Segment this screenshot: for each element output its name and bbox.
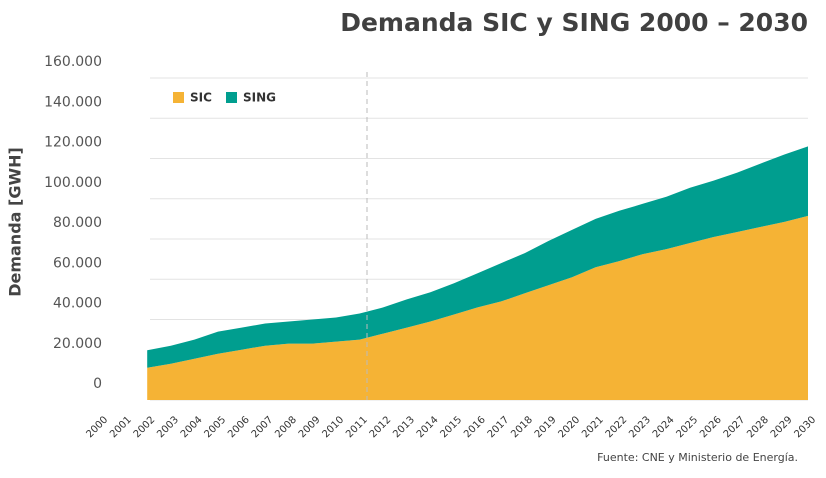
x-tick-label: 2028	[745, 414, 771, 440]
x-tick-label: 2005	[202, 414, 228, 440]
y-tick-label: 40.000	[53, 296, 102, 312]
area	[147, 215, 808, 400]
x-tick-label: 2008	[273, 414, 299, 440]
x-tick-label: 2017	[486, 414, 512, 440]
x-tick-label: 2026	[698, 414, 724, 440]
x-tick-label: 2015	[438, 414, 464, 440]
x-tick-label: 2018	[509, 414, 535, 440]
x-tick-label: 2013	[391, 414, 417, 440]
x-tick-label: 2019	[533, 414, 559, 440]
x-tick-label: 2011	[344, 414, 370, 440]
x-tick-label: 2012	[368, 414, 394, 440]
legend-label: SING	[243, 91, 276, 105]
y-tick-label: 20.000	[53, 336, 102, 352]
x-tick-label: 2002	[132, 414, 158, 440]
y-tick-label: 160.000	[44, 54, 102, 70]
x-tick-label: 2010	[320, 414, 346, 440]
y-tick-label: 60.000	[53, 255, 102, 271]
x-tick-label: 2004	[179, 414, 205, 440]
y-tick-label: 80.000	[53, 215, 102, 231]
x-tick-label: 2029	[769, 414, 795, 440]
y-tick-label: 120.000	[44, 135, 102, 151]
x-tick-label: 2006	[226, 414, 252, 440]
y-tick-label: 0	[93, 376, 102, 392]
area	[147, 146, 808, 368]
x-tick-label: 2024	[651, 414, 677, 440]
x-tick-label: 2014	[415, 414, 441, 440]
x-tick-label: 2025	[674, 414, 700, 440]
legend-label: SIC	[190, 91, 212, 105]
x-tick-label: 2000	[84, 414, 110, 440]
legend: SIC SING	[173, 91, 276, 105]
x-tick-label: 2003	[155, 414, 181, 440]
x-tick-label: 2027	[722, 414, 748, 440]
chart-title: Demanda SIC y SING 2000 – 2030	[340, 8, 808, 37]
x-tick-label: 2020	[556, 414, 582, 440]
y-tick-label: 100.000	[44, 175, 102, 191]
y-tick-label: 140.000	[44, 94, 102, 110]
areas	[147, 146, 808, 400]
x-tick-label: 2022	[604, 414, 630, 440]
y-axis-label: Demanda [GWH]	[6, 147, 25, 297]
x-tick-label: 2021	[580, 414, 606, 440]
x-tick-label: 2016	[462, 414, 488, 440]
legend-swatch	[226, 92, 237, 103]
x-tick-label: 2023	[627, 414, 653, 440]
x-tick-label: 2007	[250, 414, 276, 440]
legend-swatch	[173, 92, 184, 103]
source-note: Fuente: CNE y Ministerio de Energía.	[597, 451, 798, 464]
x-tick-label: 2001	[108, 414, 134, 440]
x-tick-label: 2009	[297, 414, 323, 440]
x-tick-label: 2030	[792, 414, 818, 440]
